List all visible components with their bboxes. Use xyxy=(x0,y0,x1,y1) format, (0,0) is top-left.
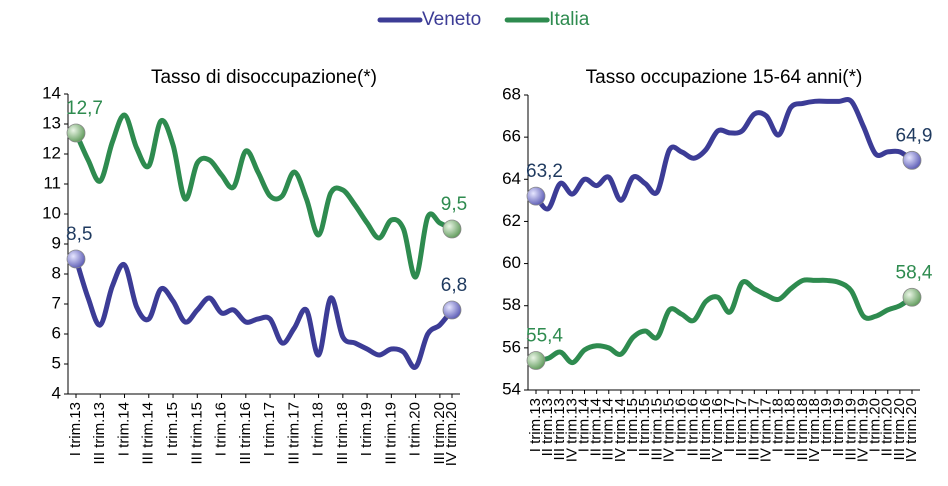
y-tick-label: 13 xyxy=(42,113,61,132)
x-tick-label: I trim.20 xyxy=(867,398,884,452)
x-tick-label: III trim.17 xyxy=(285,402,302,465)
x-tick-label: I trim.15 xyxy=(164,402,181,456)
x-tick-label: II trim.19 xyxy=(830,398,847,456)
x-tick-label: I trim.19 xyxy=(818,398,835,452)
x-tick-label: I trim.17 xyxy=(261,402,278,456)
x-tick-label: III trim.15 xyxy=(188,402,205,465)
y-tick-label: 11 xyxy=(43,173,61,192)
x-tick-label: III trim.18 xyxy=(794,398,811,461)
point-marker xyxy=(66,123,86,143)
y-tick-label: 62 xyxy=(502,211,521,230)
x-tick-label: IV trim.20 xyxy=(443,402,460,466)
y-tick-label: 64 xyxy=(502,169,521,188)
x-tick-label: III trim.19 xyxy=(842,398,859,461)
y-tick-label: 60 xyxy=(502,253,521,272)
x-tick-label: II trim.15 xyxy=(636,398,653,456)
y-tick-label: 4 xyxy=(52,383,61,402)
x-tick-label: II trim.14 xyxy=(588,398,605,456)
x-tick-label: II trim.13 xyxy=(539,398,556,456)
x-tick-label: I trim.17 xyxy=(721,398,738,452)
x-tick-label: III trim.13 xyxy=(551,398,568,461)
x-tick-label: I trim.13 xyxy=(527,398,544,452)
y-tick-label: 7 xyxy=(52,293,61,312)
y-tick-label: 68 xyxy=(502,84,521,103)
x-tick-label: II trim.20 xyxy=(879,398,896,456)
value-label: 64,9 xyxy=(896,125,933,146)
x-tick-label: I trim.16 xyxy=(673,398,690,452)
x-tick-label: I trim.14 xyxy=(575,398,592,452)
y-tick-label: 54 xyxy=(502,379,521,398)
x-tick-label: IV trim.13 xyxy=(563,398,580,462)
x-tick-label: III trim.13 xyxy=(91,402,108,465)
x-tick-label: IV trim.19 xyxy=(854,398,871,462)
x-tick-label: I trim.13 xyxy=(67,402,84,456)
y-tick-label: 14 xyxy=(42,83,61,102)
x-tick-label: IV trim.15 xyxy=(660,398,677,462)
data-line xyxy=(73,256,455,370)
x-tick-label: III trim.15 xyxy=(648,398,665,461)
y-tick-label: 12 xyxy=(42,143,61,162)
value-label: 63,2 xyxy=(526,161,563,182)
legend-label: Veneto xyxy=(422,9,481,30)
value-label: 9,5 xyxy=(441,194,467,215)
y-tick-label: 8 xyxy=(52,263,61,282)
point-marker xyxy=(902,287,922,307)
x-tick-label: III trim.17 xyxy=(745,398,762,461)
point-marker xyxy=(526,186,546,206)
x-tick-label: II trim.16 xyxy=(685,398,702,456)
x-tick-label: II trim.17 xyxy=(733,398,750,456)
x-tick-label: IV trim.17 xyxy=(757,398,774,462)
x-tick-label: IV trim.16 xyxy=(709,398,726,462)
y-tick-label: 58 xyxy=(502,295,521,314)
y-tick-label: 6 xyxy=(52,323,61,342)
legend-label: Italia xyxy=(549,9,590,30)
data-line xyxy=(533,96,915,212)
point-marker xyxy=(442,300,462,320)
data-line xyxy=(533,277,915,366)
y-tick-label: 10 xyxy=(42,203,61,222)
y-tick-label: 56 xyxy=(502,337,521,356)
x-tick-label: III trim.18 xyxy=(334,402,351,465)
value-label: 6,8 xyxy=(441,275,467,296)
x-tick-label: III trim.20 xyxy=(891,398,908,461)
value-label: 55,4 xyxy=(526,326,563,347)
chart-title: Tasso di disoccupazione(*) xyxy=(151,67,377,88)
x-tick-label: III trim.14 xyxy=(600,398,617,461)
x-tick-label: I trim.18 xyxy=(770,398,787,452)
chart-title: Tasso occupazione 15-64 anni(*) xyxy=(586,67,863,88)
x-tick-label: I trim.18 xyxy=(310,402,327,456)
x-tick-label: I trim.14 xyxy=(115,402,132,456)
x-tick-label: I trim.20 xyxy=(407,402,424,456)
x-tick-label: I trim.15 xyxy=(624,398,641,452)
value-label: 58,4 xyxy=(896,262,933,283)
y-tick-label: 9 xyxy=(52,233,61,252)
x-tick-label: III trim.14 xyxy=(140,402,157,465)
value-label: 12,7 xyxy=(66,98,103,119)
x-tick-label: III trim.16 xyxy=(697,398,714,461)
point-marker xyxy=(902,150,922,170)
point-marker xyxy=(442,219,462,239)
x-tick-label: III trim.20 xyxy=(431,402,448,465)
value-label: 8,5 xyxy=(66,224,92,245)
point-marker xyxy=(526,351,546,370)
x-tick-label: I trim.16 xyxy=(213,402,230,456)
x-tick-label: IV trim.18 xyxy=(806,398,823,462)
point-marker xyxy=(66,249,86,269)
y-tick-label: 66 xyxy=(502,127,521,146)
x-tick-label: IV trim.14 xyxy=(612,398,629,462)
x-tick-label: II trim.18 xyxy=(782,398,799,456)
x-tick-label: I trim.19 xyxy=(358,402,375,456)
data-line xyxy=(73,112,455,280)
x-tick-label: IV trim.20 xyxy=(903,398,920,462)
x-tick-label: III trim.19 xyxy=(382,402,399,465)
y-tick-label: 5 xyxy=(52,353,61,372)
x-tick-label: III trim.16 xyxy=(237,402,254,465)
